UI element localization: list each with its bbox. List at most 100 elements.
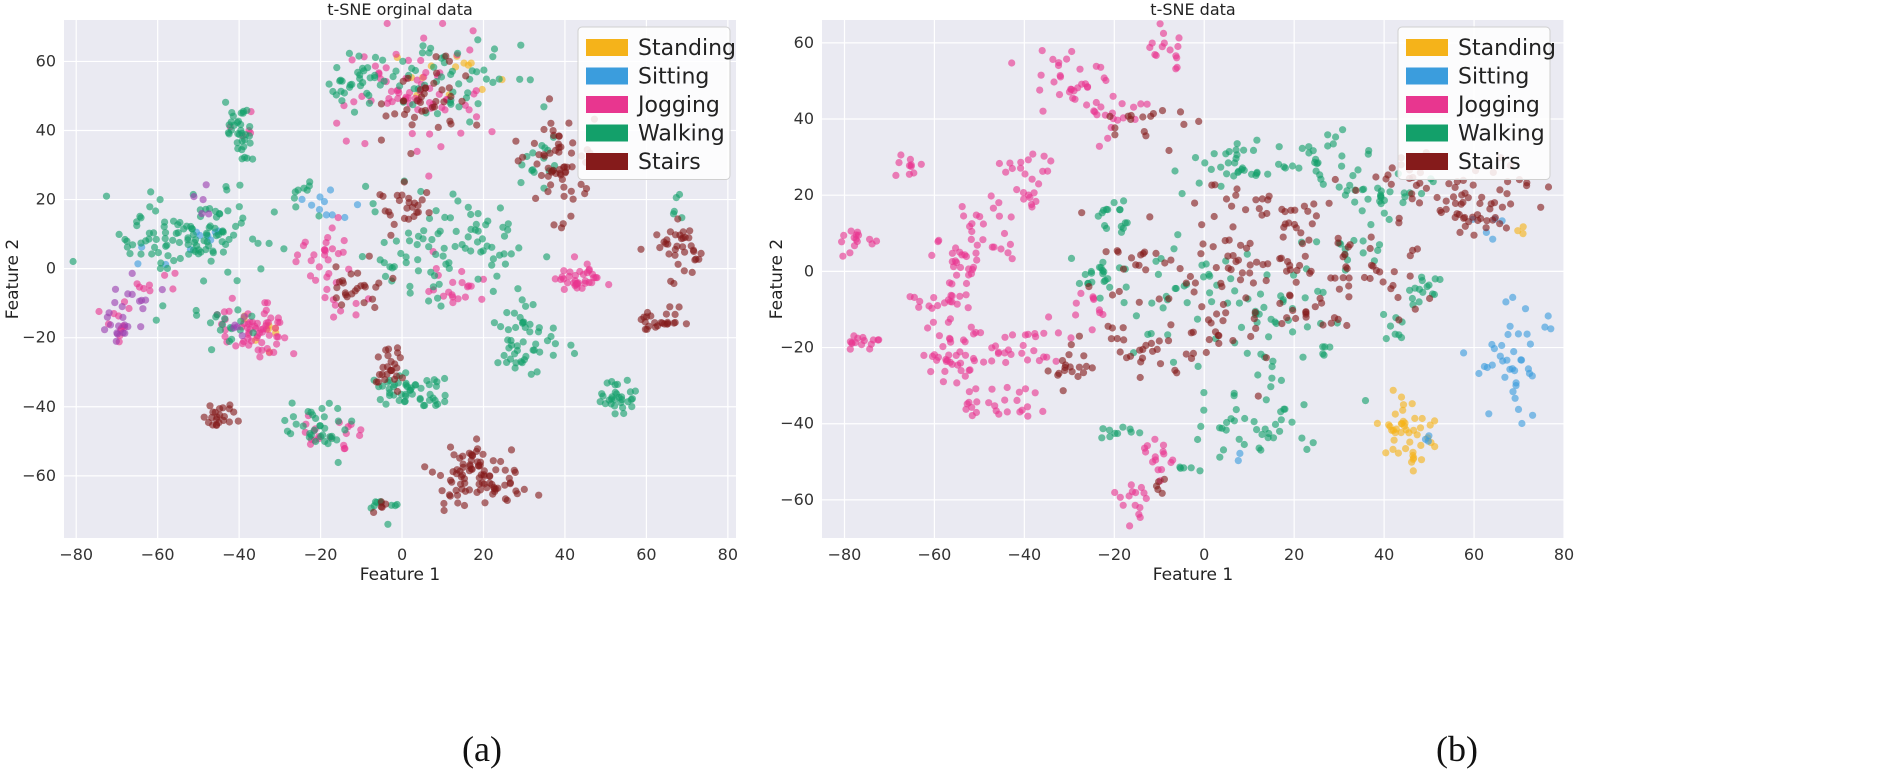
data-point xyxy=(895,159,903,167)
data-point xyxy=(549,351,557,359)
data-point xyxy=(357,426,365,434)
data-point xyxy=(504,226,512,234)
data-point xyxy=(377,498,385,506)
data-point xyxy=(1260,303,1268,311)
data-point xyxy=(1254,392,1262,400)
data-point xyxy=(1193,315,1202,323)
data-point xyxy=(458,267,466,276)
data-point xyxy=(112,337,120,345)
data-point xyxy=(1219,446,1228,454)
data-point xyxy=(1200,406,1208,414)
data-point xyxy=(1117,228,1126,236)
data-point xyxy=(1324,142,1332,150)
data-point xyxy=(1242,206,1250,214)
data-point xyxy=(1200,389,1208,397)
data-point xyxy=(1135,261,1143,269)
data-point xyxy=(1007,213,1015,221)
data-point xyxy=(218,228,226,236)
data-point xyxy=(1195,117,1203,125)
data-point xyxy=(320,413,328,421)
data-point xyxy=(432,97,440,106)
data-point xyxy=(1313,238,1321,246)
data-point xyxy=(1040,152,1048,160)
data-point xyxy=(546,149,554,157)
data-point xyxy=(1191,279,1199,287)
data-point xyxy=(927,368,935,376)
data-point xyxy=(1259,261,1267,269)
data-point xyxy=(1038,47,1046,55)
data-point xyxy=(1118,100,1126,108)
data-point xyxy=(1217,182,1225,190)
data-point xyxy=(1000,229,1009,238)
data-point xyxy=(511,468,519,476)
data-point xyxy=(1001,396,1009,404)
data-point xyxy=(1327,319,1335,327)
data-point xyxy=(1298,144,1306,152)
data-point xyxy=(535,151,543,159)
data-point xyxy=(540,103,548,111)
data-point xyxy=(1309,147,1317,155)
data-point xyxy=(1307,267,1315,275)
data-point xyxy=(1485,410,1493,418)
data-point xyxy=(1246,239,1254,247)
data-point xyxy=(1498,203,1506,211)
data-point xyxy=(152,207,160,215)
data-point xyxy=(458,471,466,479)
data-point xyxy=(350,108,359,116)
data-point xyxy=(675,190,684,199)
data-point xyxy=(1186,272,1194,281)
data-point xyxy=(1256,290,1265,298)
data-point xyxy=(1099,206,1108,214)
data-point xyxy=(1224,159,1232,167)
data-point xyxy=(1319,180,1327,188)
data-point xyxy=(265,331,273,339)
data-point xyxy=(1067,254,1076,262)
data-point xyxy=(1287,206,1295,214)
data-point xyxy=(846,345,854,353)
data-point xyxy=(357,282,365,290)
data-point xyxy=(1215,339,1223,347)
data-point xyxy=(848,339,856,347)
data-point xyxy=(238,332,246,340)
data-point xyxy=(202,181,210,189)
data-point xyxy=(1304,207,1312,215)
data-point xyxy=(458,97,466,105)
data-point xyxy=(1319,288,1327,296)
data-point xyxy=(665,250,673,258)
data-point xyxy=(516,75,524,83)
data-point xyxy=(1189,328,1197,336)
data-point xyxy=(454,499,462,507)
data-point xyxy=(437,143,445,151)
data-point xyxy=(419,235,427,243)
data-point xyxy=(1412,181,1420,189)
data-point xyxy=(387,358,395,366)
data-point xyxy=(1521,305,1530,313)
data-point xyxy=(332,263,340,271)
data-point xyxy=(1249,146,1258,154)
data-point xyxy=(175,238,183,247)
data-point xyxy=(437,302,445,310)
data-point xyxy=(1180,120,1188,128)
data-point xyxy=(208,346,216,354)
caption-a: (a) xyxy=(462,729,502,769)
data-point xyxy=(102,192,111,200)
data-point xyxy=(1178,190,1186,198)
data-point xyxy=(1159,304,1167,312)
data-point xyxy=(441,106,449,114)
data-point xyxy=(507,446,516,454)
data-point xyxy=(1397,429,1405,437)
data-point xyxy=(1510,348,1518,356)
data-point xyxy=(394,94,402,103)
data-point xyxy=(1100,277,1108,286)
data-point xyxy=(306,178,314,186)
data-point xyxy=(379,363,387,371)
data-point xyxy=(1085,283,1093,291)
data-point xyxy=(1415,298,1423,306)
data-point xyxy=(565,272,573,280)
data-point xyxy=(1190,288,1198,296)
data-point xyxy=(433,110,442,118)
data-point xyxy=(465,106,473,114)
data-point xyxy=(847,227,855,235)
data-point xyxy=(1489,216,1497,224)
data-point xyxy=(334,214,342,222)
